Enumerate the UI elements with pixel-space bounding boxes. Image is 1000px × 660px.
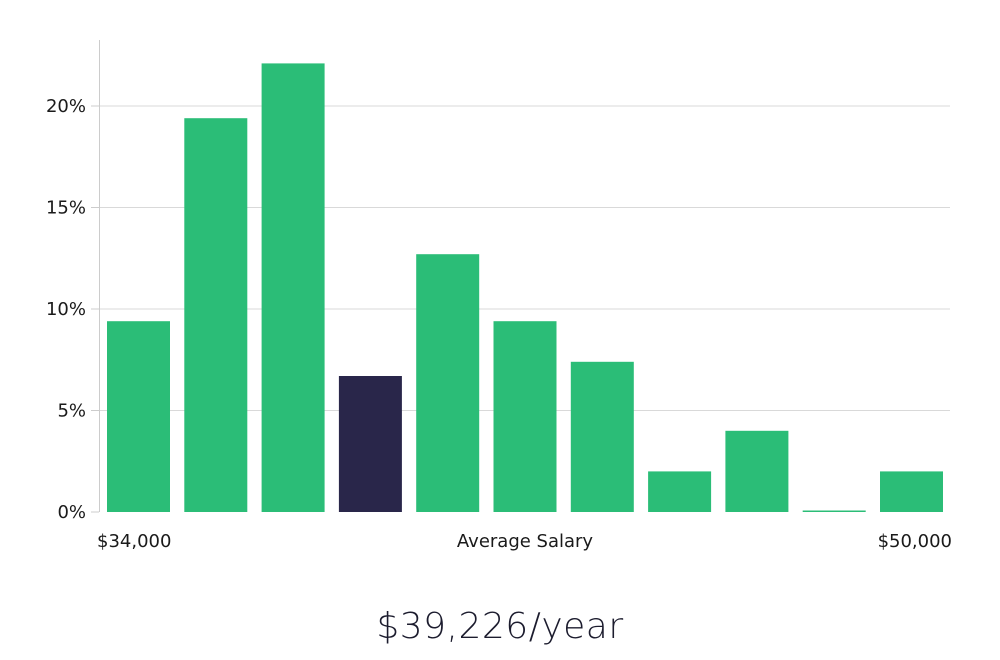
bar[interactable]: [648, 471, 712, 512]
y-tick-label: 0%: [57, 502, 86, 523]
average-salary-value: $39,226/year: [376, 606, 624, 647]
y-tick-label: 15%: [46, 198, 86, 219]
bar[interactable]: [880, 471, 943, 512]
x-min-label: $34,000: [97, 531, 171, 552]
bar[interactable]: [184, 118, 248, 512]
y-tick-label: 20%: [46, 96, 86, 117]
salary-distribution-chart: 0% 5% 10% 15% 20% $34,000 Average Salary $50…: [46, 40, 952, 552]
bar[interactable]: [802, 510, 866, 513]
bar[interactable]: [416, 254, 480, 512]
y-tick-labels: 0% 5% 10% 15% 20%: [46, 96, 99, 523]
bar[interactable]: [261, 63, 325, 513]
x-max-label: $50,000: [878, 531, 952, 552]
y-tick-label: 10%: [46, 299, 86, 320]
bar[interactable]: [493, 321, 557, 512]
bar-highlight[interactable]: [338, 376, 402, 512]
bar[interactable]: [570, 361, 634, 512]
bar[interactable]: [725, 430, 789, 512]
x-axis-label: Average Salary: [457, 531, 594, 552]
bars: [107, 63, 943, 513]
y-tick-label: 5%: [57, 401, 86, 422]
bar[interactable]: [107, 321, 170, 512]
